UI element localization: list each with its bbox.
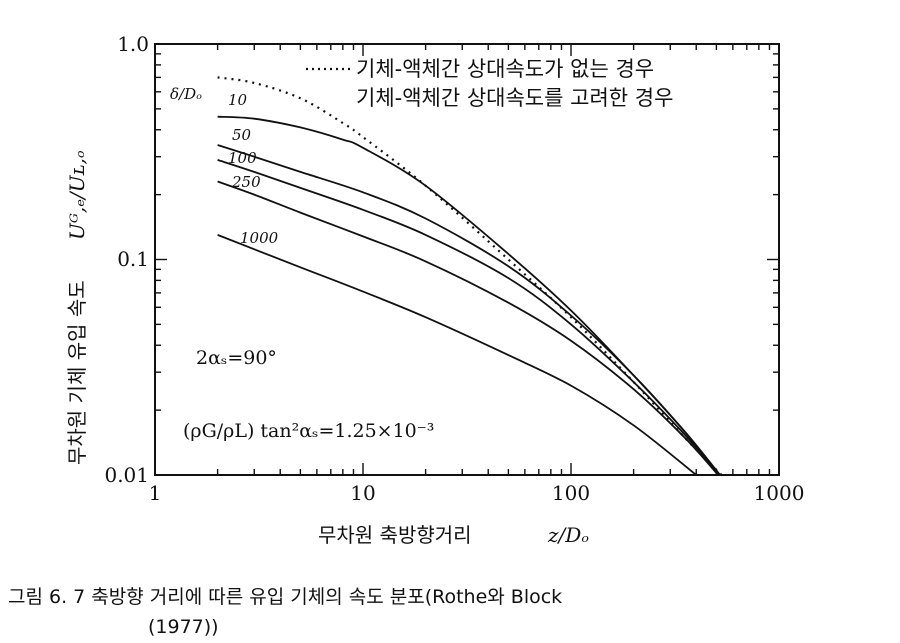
annotation-angle: 2αₛ=90°	[196, 347, 277, 369]
legend-solid-label: 기체-액체간 상대속도를 고려한 경우	[356, 86, 673, 110]
series-label-100: 100	[228, 149, 257, 167]
series-line-50	[217, 144, 721, 476]
x-tick-label-1000: 1000	[754, 481, 805, 505]
series-label-10: 10	[228, 91, 248, 109]
series-line-dotted	[217, 76, 723, 476]
x-tick-label-10: 10	[350, 481, 375, 505]
series-line-250	[217, 180, 719, 476]
legend-dotted-label: 기체-액체간 상대속도가 없는 경우	[356, 57, 654, 81]
annotation-ratio: (ρG/ρL) tan²αₛ=1.25×10⁻³	[183, 420, 434, 442]
caption-line-2: (1977))	[148, 616, 219, 638]
series-line-1000	[217, 234, 697, 476]
x-tick-label-1: 1	[149, 481, 162, 505]
y-tick-label-0.01: 0.01	[104, 463, 149, 487]
series-line-100	[217, 159, 721, 476]
caption-line-1: 그림 6. 7 축방향 거리에 따른 유입 기체의 속도 분포(Rothe와 B…	[8, 586, 563, 608]
series-label-1000: 1000	[240, 229, 279, 247]
series-label-250: 250	[231, 173, 261, 191]
plot-frame	[154, 43, 780, 476]
y-tick-label-0.1: 0.1	[117, 247, 149, 271]
series-label-50: 50	[232, 126, 252, 144]
figure-caption: 그림 6. 7 축방향 거리에 따른 유입 기체의 속도 분포(Rothe와 B…	[8, 582, 888, 642]
y-tick-label-1.0: 1.0	[117, 32, 149, 56]
y-axis-variable: Uᴳ,ₑ/Uʟ,ₒ	[65, 150, 89, 240]
series-layer	[217, 76, 723, 476]
x-axis-title: 무차원 축방향거리	[318, 523, 472, 547]
series-param-label: δ/Dₒ	[170, 85, 202, 103]
x-tick-label-100: 100	[552, 481, 590, 505]
x-axis-variable: z/Dₒ	[547, 523, 589, 547]
y-axis-title: 무차원 기체 유입 속도	[65, 280, 89, 465]
